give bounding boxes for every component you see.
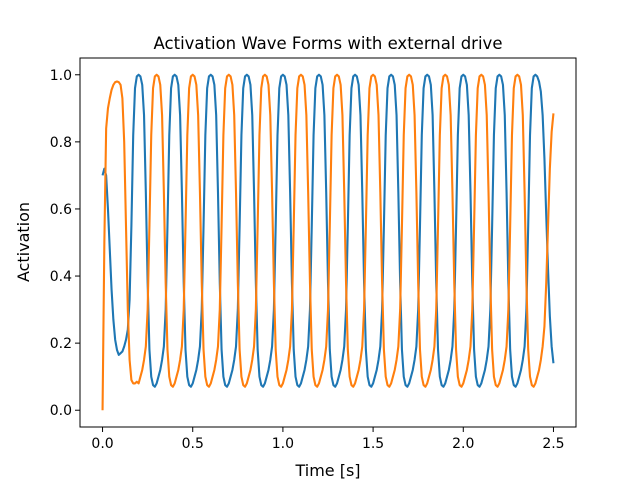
y-tick-label: 0.4 [50,269,72,285]
x-tick-label: 2.0 [452,436,474,452]
x-tick-label: 0.0 [91,436,113,452]
y-tick-label: 0.6 [50,202,72,218]
x-tick-label: 1.5 [362,436,384,452]
axes-frame [79,57,577,428]
x-tick-label: 0.5 [182,436,204,452]
x-tick-label: 1.0 [272,436,294,452]
y-tick-label: 0.8 [50,135,72,151]
x-tick-label: 2.5 [542,436,564,452]
y-axis-label: Activation [14,202,33,282]
y-tick-label: 0.2 [50,336,72,352]
data-line [101,73,555,411]
y-tick-label: 0.0 [50,403,72,419]
y-tick-label: 1.0 [50,68,72,84]
x-axis-label: Time [s] [294,461,360,480]
chart-title: Activation Wave Forms with external driv… [154,34,503,53]
